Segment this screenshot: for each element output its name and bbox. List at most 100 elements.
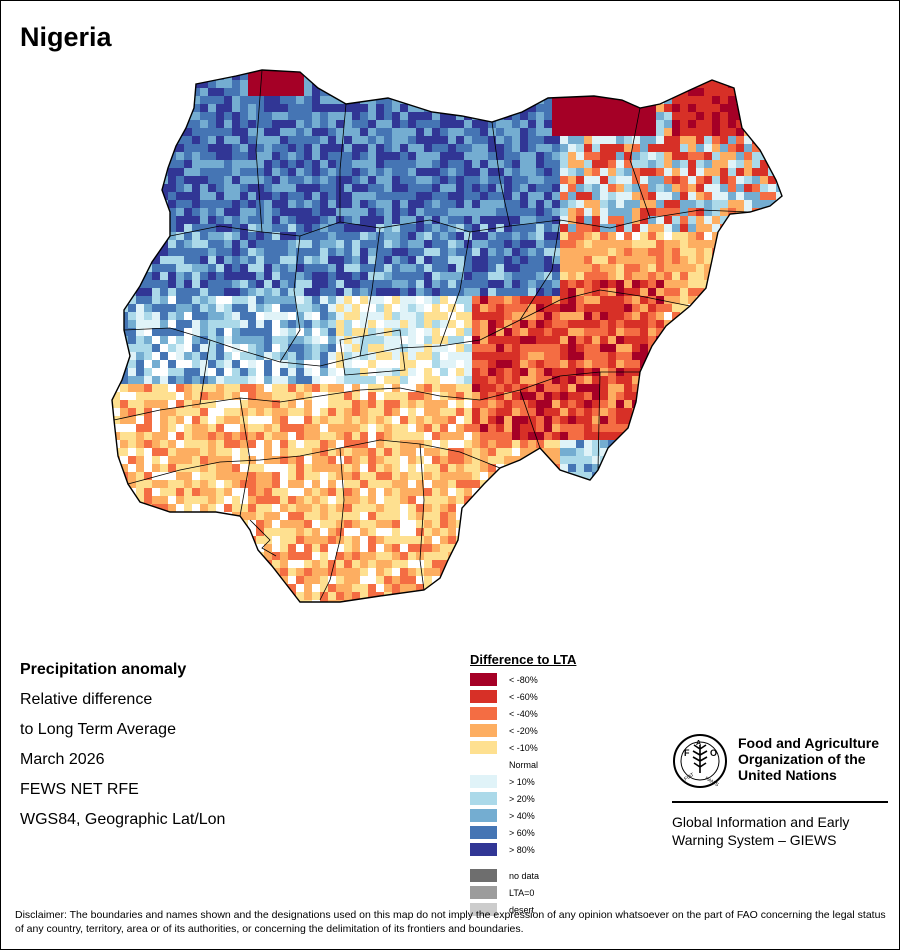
anomaly-cell	[616, 120, 624, 128]
anomaly-cell	[160, 70, 168, 72]
anomaly-cell	[584, 400, 592, 408]
anomaly-cell	[280, 344, 288, 352]
anomaly-cell	[408, 328, 416, 336]
anomaly-cell	[352, 440, 360, 448]
anomaly-cell	[384, 448, 392, 456]
anomaly-cell	[584, 464, 592, 472]
anomaly-cell	[336, 88, 344, 96]
anomaly-cell	[344, 336, 352, 344]
anomaly-cell	[448, 240, 456, 248]
anomaly-cell	[624, 448, 632, 456]
anomaly-cell	[752, 168, 760, 176]
anomaly-cell	[552, 512, 560, 520]
anomaly-cell	[616, 296, 624, 304]
anomaly-cell	[112, 288, 120, 296]
anomaly-cell	[664, 128, 672, 136]
anomaly-cell	[376, 424, 384, 432]
anomaly-cell	[640, 472, 648, 480]
anomaly-cell	[336, 352, 344, 360]
anomaly-cell	[584, 80, 592, 88]
anomaly-cell	[560, 168, 568, 176]
anomaly-cell	[272, 360, 280, 368]
anomaly-cell	[632, 200, 640, 208]
anomaly-cell	[192, 344, 200, 352]
anomaly-cell	[272, 472, 280, 480]
anomaly-cell	[296, 128, 304, 136]
anomaly-cell	[192, 208, 200, 216]
anomaly-cell	[464, 184, 472, 192]
anomaly-cell	[272, 272, 280, 280]
anomaly-cell	[392, 368, 400, 376]
anomaly-cell	[664, 408, 672, 416]
anomaly-cell	[232, 168, 240, 176]
anomaly-cell	[584, 152, 592, 160]
anomaly-cell	[336, 416, 344, 424]
anomaly-cell	[224, 312, 232, 320]
anomaly-cell	[784, 280, 792, 288]
anomaly-cell	[240, 448, 248, 456]
anomaly-cell	[264, 504, 272, 512]
anomaly-cell	[704, 248, 712, 256]
anomaly-cell	[528, 416, 536, 424]
anomaly-cell	[408, 72, 416, 80]
anomaly-cell	[408, 144, 416, 152]
anomaly-cell	[528, 464, 536, 472]
anomaly-cell	[104, 152, 112, 160]
anomaly-cell	[160, 480, 168, 488]
anomaly-cell	[496, 272, 504, 280]
anomaly-cell	[648, 128, 656, 136]
anomaly-cell	[176, 424, 184, 432]
anomaly-cell	[328, 256, 336, 264]
anomaly-cell	[712, 416, 720, 424]
anomaly-cell	[472, 152, 480, 160]
anomaly-cell	[104, 384, 112, 392]
anomaly-cell	[728, 352, 736, 360]
anomaly-cell	[664, 304, 672, 312]
anomaly-cell	[432, 168, 440, 176]
anomaly-cell	[544, 184, 552, 192]
anomaly-cell	[624, 488, 632, 496]
anomaly-cell	[744, 472, 752, 480]
anomaly-cell	[616, 376, 624, 384]
anomaly-cell	[288, 280, 296, 288]
anomaly-cell	[480, 464, 488, 472]
anomaly-cell	[408, 472, 416, 480]
anomaly-cell	[440, 304, 448, 312]
anomaly-cell	[336, 160, 344, 168]
anomaly-cell	[584, 520, 592, 528]
anomaly-cell	[664, 448, 672, 456]
anomaly-cell	[448, 336, 456, 344]
anomaly-cell	[696, 128, 704, 136]
anomaly-cell	[256, 312, 264, 320]
anomaly-cell	[712, 70, 720, 72]
anomaly-cell	[656, 136, 664, 144]
anomaly-cell	[176, 184, 184, 192]
anomaly-cell	[544, 504, 552, 512]
anomaly-cell	[296, 432, 304, 440]
anomaly-cell	[408, 96, 416, 104]
anomaly-cell	[496, 312, 504, 320]
anomaly-cell	[336, 248, 344, 256]
anomaly-cell	[320, 272, 328, 280]
anomaly-cell	[144, 72, 152, 80]
anomaly-cell	[584, 256, 592, 264]
anomaly-cell	[600, 192, 608, 200]
anomaly-cell	[512, 360, 520, 368]
anomaly-cell	[432, 272, 440, 280]
anomaly-cell	[648, 432, 656, 440]
anomaly-cell	[616, 352, 624, 360]
anomaly-cell	[152, 416, 160, 424]
anomaly-cell	[120, 208, 128, 216]
anomaly-cell	[672, 248, 680, 256]
anomaly-cell	[632, 416, 640, 424]
anomaly-cell	[464, 296, 472, 304]
anomaly-cell	[160, 424, 168, 432]
anomaly-cell	[568, 344, 576, 352]
anomaly-cell	[208, 112, 216, 120]
anomaly-cell	[240, 368, 248, 376]
anomaly-cell	[744, 432, 752, 440]
anomaly-cell	[504, 176, 512, 184]
anomaly-cell	[120, 112, 128, 120]
anomaly-cell	[664, 480, 672, 488]
anomaly-cell	[208, 248, 216, 256]
